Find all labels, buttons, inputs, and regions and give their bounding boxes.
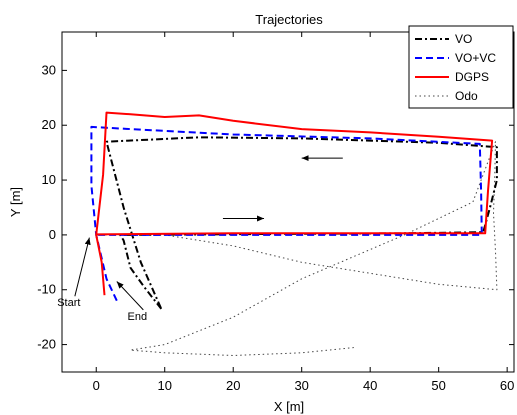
legend-label: DGPS: [455, 70, 489, 84]
annotation-arrow-start: [74, 237, 91, 297]
y-tick-label: 0: [49, 227, 56, 242]
legend-label: VO: [455, 32, 472, 46]
x-tick-label: 50: [431, 378, 445, 393]
y-tick-label: -10: [37, 282, 56, 297]
x-tick-label: 30: [294, 378, 308, 393]
x-axis-label: X [m]: [274, 399, 304, 414]
annotation-arrow-end: [116, 281, 144, 311]
legend-label: VO+VC: [455, 51, 496, 65]
y-tick-label: 20: [42, 117, 56, 132]
legend-label: Odo: [455, 89, 478, 103]
annotation-layer: Start End: [57, 155, 343, 323]
annotation-label-end: End: [128, 311, 148, 323]
annotation-label-start: Start: [57, 297, 80, 309]
series-line-odo: [96, 141, 498, 356]
chart-title: Trajectories: [255, 12, 323, 27]
plot-frame: [61, 31, 515, 373]
x-tick-label: 10: [157, 378, 171, 393]
x-tick-label: 60: [500, 378, 514, 393]
y-tick-label: -20: [37, 337, 56, 352]
x-tick-label: 40: [363, 378, 377, 393]
series-line-vo-vc: [90, 125, 483, 302]
series-line-dgps: [95, 111, 494, 296]
y-axis-label: Y [m]: [8, 187, 23, 217]
x-tick-label: 0: [93, 378, 100, 393]
x-tick-label: 20: [226, 378, 240, 393]
legend: VO VO+VC DGPS Odo: [408, 25, 514, 109]
series-layer: [90, 111, 498, 356]
y-tick-label: 30: [42, 62, 56, 77]
y-tick-label: 10: [42, 172, 56, 187]
